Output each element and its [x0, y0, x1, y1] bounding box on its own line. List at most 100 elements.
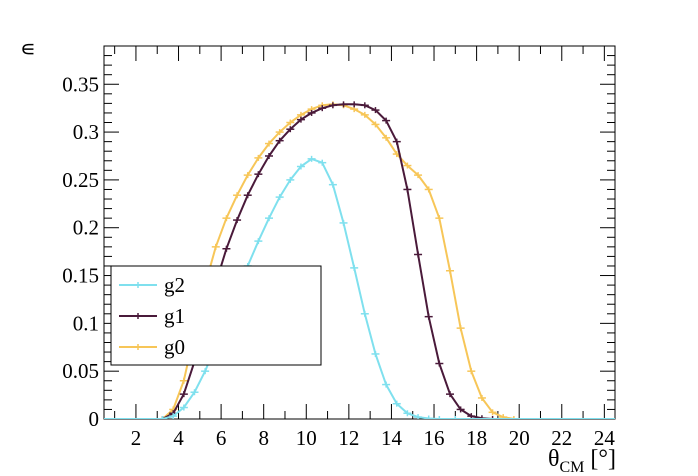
data-point-g1: [424, 313, 433, 320]
data-point-g1: [445, 391, 454, 398]
data-point-g1: [414, 251, 423, 258]
y-tick-labels: 0 0.05 0.1 0.15 0.2 0.25 0.3 0.35: [62, 72, 99, 431]
data-point-g1: [403, 186, 412, 193]
y-tick-label: 0.1: [73, 311, 99, 335]
data-point-g0: [414, 172, 423, 179]
data-point-g1: [456, 406, 465, 413]
legend-label-g2: g2: [164, 273, 185, 297]
data-point-g1: [254, 171, 263, 178]
data-point-g0: [275, 129, 284, 136]
x-tick-label: 16: [424, 426, 445, 450]
x-tick-label: 8: [258, 426, 269, 450]
data-point-g1: [360, 102, 369, 109]
data-point-g2: [328, 181, 337, 188]
data-point-g2: [254, 238, 263, 245]
data-point-g0: [467, 368, 476, 375]
x-tick-label: 22: [551, 426, 572, 450]
data-point-g2: [307, 155, 316, 162]
data-point-g0: [382, 134, 391, 141]
data-point-g2: [414, 414, 423, 419]
series-line-g1: [104, 103, 615, 419]
data-point-g1: [435, 360, 444, 367]
data-point-g0: [499, 414, 508, 419]
x-tick-label: 4: [173, 426, 184, 450]
data-point-g1: [350, 101, 359, 108]
data-point-g0: [424, 186, 433, 193]
data-point-g1: [371, 107, 380, 114]
y-tick-label: 0.25: [62, 168, 99, 192]
data-point-g1: [382, 117, 391, 124]
y-tick-label: 0.35: [62, 72, 99, 96]
series-group: [104, 101, 615, 419]
x-axis-label-sub: CM: [560, 459, 585, 476]
data-point-g2: [360, 310, 369, 317]
legend: g2 g1 g0: [110, 265, 322, 366]
data-point-g2: [339, 219, 348, 226]
data-point-g0: [509, 416, 518, 419]
series-g0: [104, 101, 615, 419]
data-point-g2: [318, 159, 327, 166]
data-point-g2: [296, 163, 305, 170]
x-axis-label-main: θ: [548, 446, 560, 472]
data-point-g0: [211, 243, 220, 250]
data-point-g2: [169, 413, 178, 419]
data-point-g2: [392, 400, 401, 407]
legend-label-g0: g0: [164, 335, 185, 359]
x-tick-label: 10: [296, 426, 317, 450]
x-tick-labels: 2 4 6 8 10 12 14 16 18 20 22 24: [131, 426, 616, 450]
y-tick-label: 0: [89, 407, 100, 431]
x-tick-label: 20: [509, 426, 530, 450]
data-point-g1: [328, 102, 337, 109]
data-point-g1: [222, 245, 231, 252]
data-point-g2: [435, 416, 444, 419]
x-axis-label: θCM [°]: [548, 446, 616, 476]
y-tick-label: 0.3: [73, 120, 99, 144]
y-tick-label: 0.2: [73, 216, 99, 240]
data-point-g1: [488, 416, 497, 419]
y-tick-label: 0.05: [62, 359, 99, 383]
x-tick-label: 14: [381, 426, 403, 450]
data-point-g0: [371, 121, 380, 128]
series-g1: [104, 101, 615, 419]
data-point-g0: [488, 409, 497, 416]
data-point-g1: [286, 126, 295, 133]
data-point-g1: [339, 101, 348, 108]
data-point-g2: [190, 389, 199, 396]
x-tick-label: 6: [216, 426, 227, 450]
data-point-g1: [243, 192, 252, 199]
x-axis-label-unit: [°]: [590, 446, 616, 472]
data-point-g0: [265, 140, 274, 147]
data-point-g0: [403, 162, 412, 169]
x-tick-label: 18: [466, 426, 487, 450]
data-point-g0: [179, 377, 188, 384]
data-point-g1: [318, 105, 327, 112]
data-point-g2: [382, 381, 391, 388]
data-point-g0: [286, 119, 295, 126]
data-point-g0: [477, 394, 486, 401]
data-point-g1: [233, 217, 242, 224]
x-tick-label: 12: [338, 426, 359, 450]
series-line-g0: [104, 103, 615, 419]
data-point-g2: [286, 176, 295, 183]
data-point-g2: [179, 404, 188, 411]
data-point-g2: [201, 368, 210, 375]
data-point-g1: [392, 138, 401, 145]
data-point-g2: [371, 350, 380, 357]
x-tick-label: 24: [594, 426, 616, 450]
x-tick-label: 2: [131, 426, 142, 450]
data-point-g0: [243, 172, 252, 179]
data-point-g0: [445, 267, 454, 274]
data-point-g0: [233, 192, 242, 199]
data-point-g0: [254, 154, 263, 161]
data-point-g1: [179, 391, 188, 398]
data-point-g2: [350, 264, 359, 271]
data-point-g2: [424, 415, 433, 419]
data-point-g2: [275, 194, 284, 201]
y-tick-label: 0.15: [62, 264, 99, 288]
data-point-g0: [222, 215, 231, 222]
data-point-g0: [360, 111, 369, 118]
legend-label-g1: g1: [164, 304, 185, 328]
data-point-g2: [265, 215, 274, 222]
data-point-g1: [265, 152, 274, 159]
